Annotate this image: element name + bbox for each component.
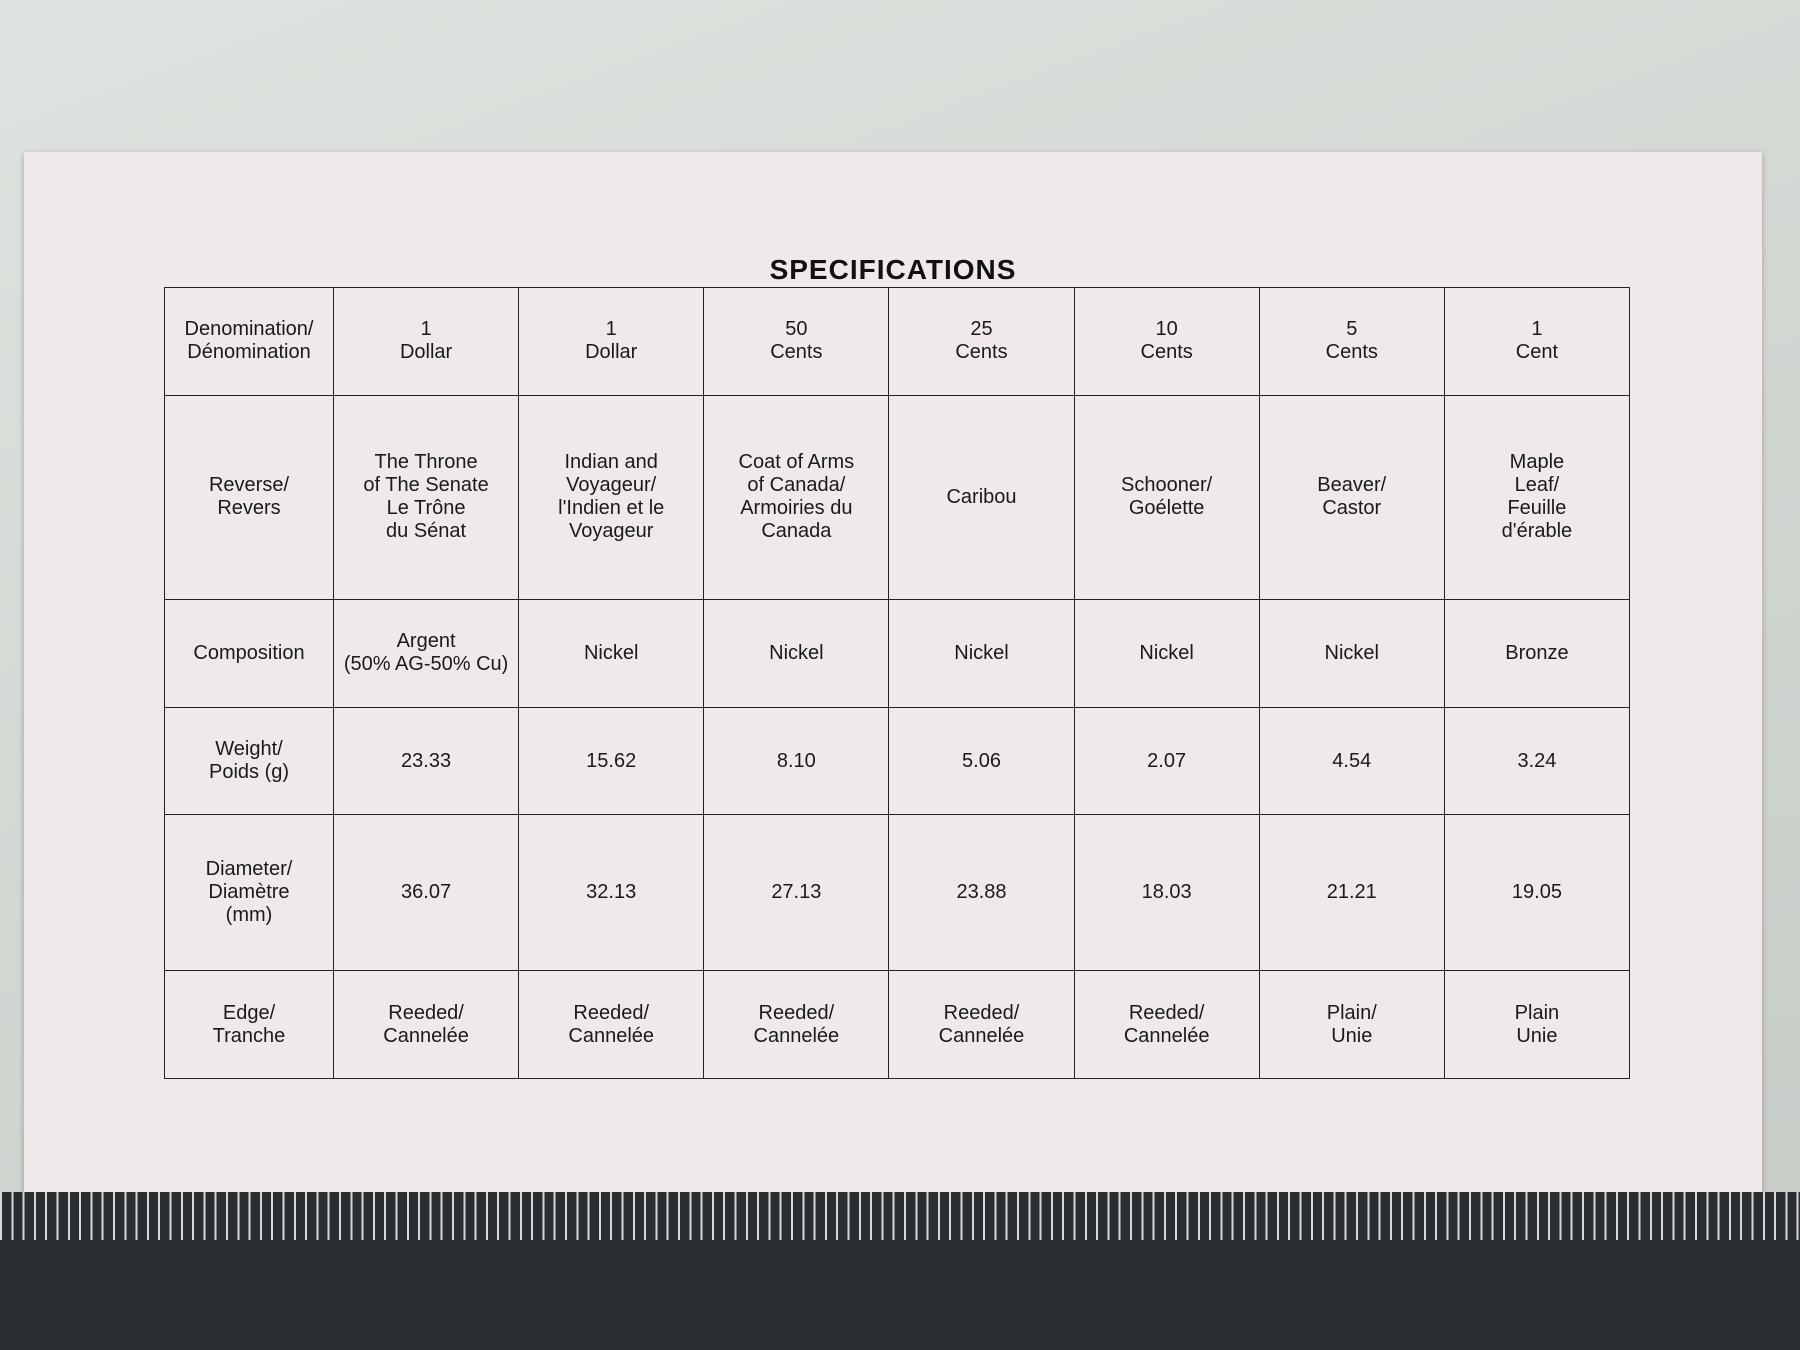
table-cell: 23.88 (888, 814, 1075, 972)
row-header: Diameter/ Diamètre (mm) (164, 814, 334, 972)
table-cell: 5 Cents (1258, 287, 1445, 396)
table-cell: Coat of Arms of Canada/ Armoiries du Can… (703, 394, 890, 601)
table-cell: Nickel (703, 599, 890, 708)
table-cell: 1 Dollar (518, 287, 705, 396)
row-header: Edge/ Tranche (164, 970, 334, 1079)
table-cell: 15.62 (518, 706, 705, 816)
ruler (0, 1192, 1800, 1350)
table-cell: Reeded/ Cannelée (1073, 970, 1260, 1079)
table-cell: The Throne of The Senate Le Trône du Sén… (332, 394, 520, 601)
table-cell: 19.05 (1443, 814, 1631, 972)
table-cell: 32.13 (518, 814, 705, 972)
table-cell: 3.24 (1443, 706, 1631, 816)
spec-table: Denomination/ Dénomination 1 Dollar 1 Doll… (164, 287, 1631, 1079)
table-cell: 23.33 (332, 706, 520, 816)
table-cell: 5.06 (888, 706, 1075, 816)
table-cell: 27.13 (703, 814, 890, 972)
table-cell: Reeded/ Cannelée (888, 970, 1075, 1079)
table-cell: Nickel (1258, 599, 1445, 708)
table-cell: Plain/ Unie (1258, 970, 1445, 1079)
table-cell: 50 Cents (703, 287, 890, 396)
table-cell: Schooner/ Goélette (1073, 394, 1260, 601)
row-header: Denomination/ Dénomination (164, 287, 334, 396)
title: SPECIFICATIONS (769, 254, 1017, 285)
table-cell: Caribou (888, 394, 1075, 601)
spec-card: SPECIFICATIONS Denomination/ Dénominatio… (24, 152, 1762, 1197)
table-cell: Plain Unie (1443, 970, 1631, 1079)
table-cell: Indian and Voyageur/ l'Indien et le Voya… (518, 394, 705, 601)
table-cell: 21.21 (1258, 814, 1445, 972)
table-row: Edge/ Tranche Reeded/ Cannelée Reeded/ Can… (164, 970, 1631, 1079)
table-cell: 18.03 (1073, 814, 1260, 972)
table-cell: Reeded/ Cannelée (703, 970, 890, 1079)
table-cell: Nickel (1073, 599, 1260, 708)
table-cell: 2.07 (1073, 706, 1260, 816)
table-cell: 8.10 (703, 706, 890, 816)
table-cell: 25 Cents (888, 287, 1075, 396)
row-header: Weight/ Poids (g) (164, 706, 334, 816)
table-cell: Maple Leaf/ Feuille d'érable (1443, 394, 1631, 601)
table-row: Weight/ Poids (g) 23.33 15.62 8.10 5.06 2.07 4… (164, 706, 1631, 816)
table-cell: Reeded/ Cannelée (332, 970, 520, 1079)
table-row: Composition Argent (50% AG-50% Cu) Nickel N… (164, 599, 1631, 708)
table-cell: Nickel (888, 599, 1075, 708)
table-cell: 1 Cent (1443, 287, 1631, 396)
table-cell: Beaver/ Castor (1258, 394, 1445, 601)
table-cell: 36.07 (332, 814, 520, 972)
table-cell: 4.54 (1258, 706, 1445, 816)
row-header: Composition (164, 599, 334, 708)
table-row: Denomination/ Dénomination 1 Dollar 1 Doll… (164, 287, 1631, 396)
table-cell: Nickel (518, 599, 705, 708)
table-cell: Reeded/ Cannelée (518, 970, 705, 1079)
table-cell: 1 Dollar (332, 287, 520, 396)
table-row: Reverse/ Revers The Throne of The Senate … (164, 394, 1631, 601)
table-row: Diameter/ Diamètre (mm) 36.07 32.13 27.13 23… (164, 814, 1631, 972)
table-cell: 10 Cents (1073, 287, 1260, 396)
table-cell: Bronze (1443, 599, 1631, 708)
row-header: Reverse/ Revers (164, 394, 334, 601)
table-cell: Argent (50% AG-50% Cu) (332, 599, 520, 708)
